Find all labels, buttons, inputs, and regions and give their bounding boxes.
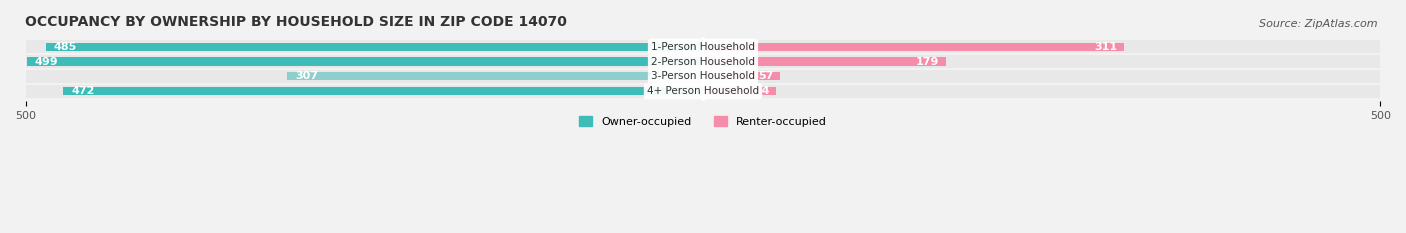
Text: 1-Person Household: 1-Person Household: [651, 42, 755, 52]
Bar: [703, 58, 946, 66]
Bar: [25, 55, 703, 68]
Text: 57: 57: [758, 71, 773, 81]
Bar: [703, 87, 776, 95]
Bar: [703, 72, 780, 80]
Bar: [27, 58, 703, 66]
Bar: [703, 40, 1381, 53]
Bar: [25, 85, 703, 98]
Bar: [46, 43, 703, 51]
Text: OCCUPANCY BY OWNERSHIP BY HOUSEHOLD SIZE IN ZIP CODE 14070: OCCUPANCY BY OWNERSHIP BY HOUSEHOLD SIZE…: [25, 15, 568, 29]
Text: 4+ Person Household: 4+ Person Household: [647, 86, 759, 96]
Text: 307: 307: [295, 71, 318, 81]
Bar: [63, 87, 703, 95]
Bar: [703, 43, 1125, 51]
Bar: [25, 70, 703, 83]
Bar: [703, 55, 1381, 68]
Text: 3-Person Household: 3-Person Household: [651, 71, 755, 81]
Text: 499: 499: [35, 57, 59, 67]
Legend: Owner-occupied, Renter-occupied: Owner-occupied, Renter-occupied: [574, 110, 832, 132]
Text: 54: 54: [754, 86, 769, 96]
Text: 179: 179: [915, 57, 939, 67]
Bar: [25, 40, 703, 53]
Text: Source: ZipAtlas.com: Source: ZipAtlas.com: [1260, 19, 1378, 29]
Text: 2-Person Household: 2-Person Household: [651, 57, 755, 67]
Text: 485: 485: [53, 42, 77, 52]
Text: 472: 472: [72, 86, 96, 96]
Text: 311: 311: [1094, 42, 1118, 52]
Bar: [703, 85, 1381, 98]
Bar: [703, 70, 1381, 83]
Bar: [287, 72, 703, 80]
